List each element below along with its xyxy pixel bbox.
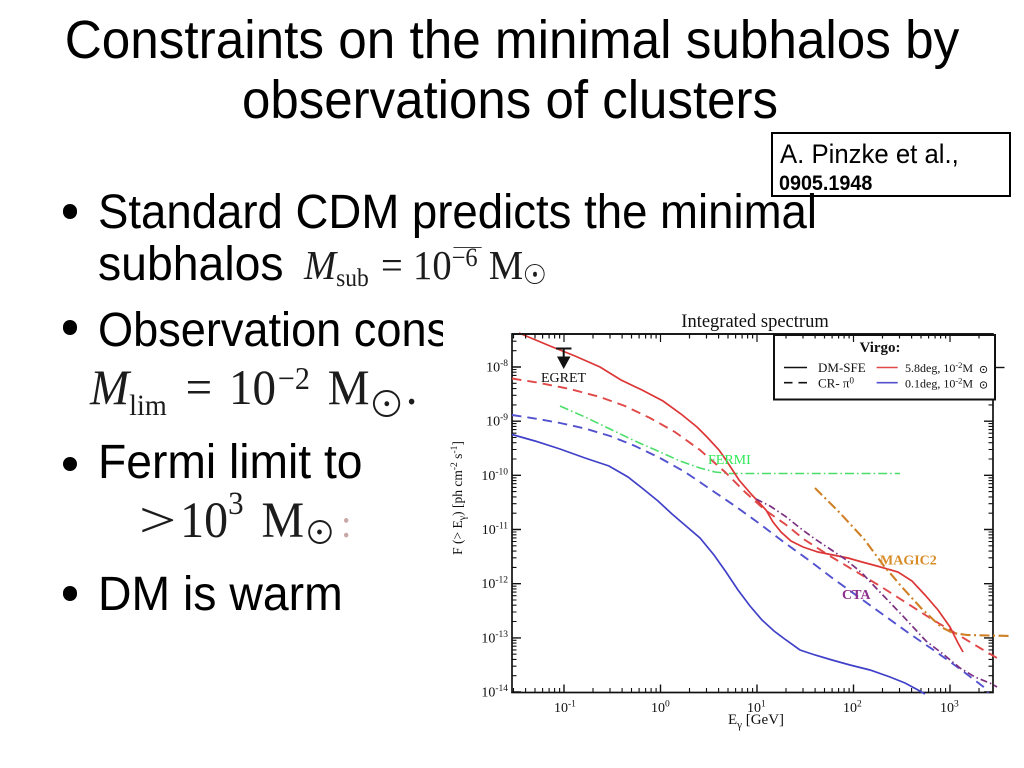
- svg-text:CR- π0: CR- π0: [818, 376, 854, 391]
- svg-text:5.8deg, 10-2M: 5.8deg, 10-2M: [905, 360, 973, 375]
- svg-text:EGRET: EGRET: [541, 371, 587, 386]
- svg-text:DM-SFE: DM-SFE: [818, 360, 866, 375]
- svg-text:Integrated spectrum: Integrated spectrum: [681, 312, 829, 332]
- svg-text:MAGIC2: MAGIC2: [880, 554, 937, 569]
- svg-text:FERMI: FERMI: [708, 453, 751, 468]
- svg-text:Eγ [GeV]: Eγ [GeV]: [728, 712, 784, 731]
- svg-text:0.1deg, 10-2M: 0.1deg, 10-2M: [905, 376, 973, 391]
- svg-text:Virgo:: Virgo:: [859, 340, 900, 356]
- svg-text:CTA: CTA: [842, 588, 871, 603]
